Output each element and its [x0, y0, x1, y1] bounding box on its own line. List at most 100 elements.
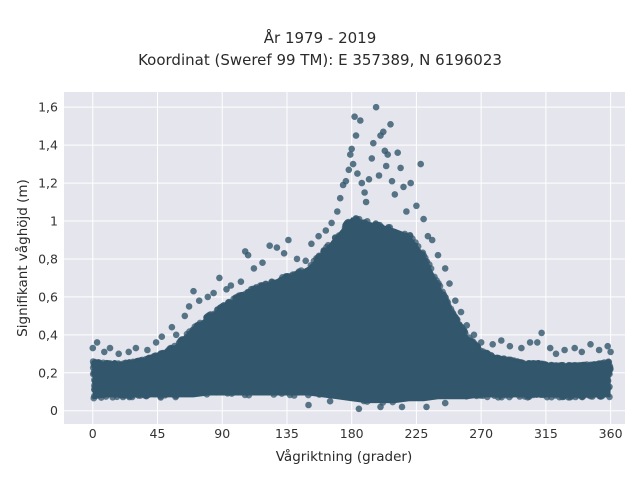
y-tick-label: 0: [50, 403, 58, 418]
y-tick-label: 1: [50, 214, 58, 229]
data-point: [377, 403, 384, 411]
data-point: [394, 149, 402, 156]
data-point: [293, 255, 301, 263]
data-point: [546, 344, 554, 352]
data-point: [587, 341, 594, 348]
data-point: [237, 278, 245, 286]
y-tick-label: 0,8: [38, 251, 58, 266]
y-tick-label: 1,2: [38, 176, 58, 191]
x-tick-label: 180: [340, 426, 364, 441]
data-point: [181, 312, 189, 320]
data-point: [604, 342, 611, 350]
data-point: [357, 117, 364, 124]
data-point: [348, 145, 356, 153]
data-point: [227, 282, 235, 289]
data-point: [498, 337, 505, 344]
data-point: [403, 208, 410, 215]
data-point: [352, 132, 360, 139]
data-point: [398, 403, 406, 411]
data-point: [259, 259, 266, 267]
x-tick-label: 225: [404, 426, 428, 441]
data-point: [101, 348, 108, 356]
data-point: [273, 244, 281, 251]
y-tick-label: 0,2: [38, 365, 58, 380]
data-point: [595, 346, 603, 354]
data-point: [561, 346, 568, 354]
data-point: [384, 151, 392, 158]
data-point: [216, 274, 223, 282]
data-point: [506, 342, 514, 350]
y-tick-label: 1,6: [38, 100, 58, 115]
data-point: [571, 344, 578, 352]
data-point: [423, 403, 430, 411]
data-point: [190, 287, 197, 295]
data-point: [302, 257, 310, 265]
data-point: [441, 399, 449, 407]
data-point: [204, 293, 212, 301]
data-point: [578, 348, 586, 356]
data-point: [158, 333, 166, 341]
data-point: [347, 151, 354, 158]
x-tick-label: 90: [214, 426, 230, 441]
data-point: [322, 227, 330, 234]
data-point: [428, 236, 436, 244]
data-point: [354, 170, 361, 177]
data-point: [308, 240, 315, 248]
data-point: [355, 405, 363, 413]
data-point: [518, 344, 525, 352]
data-point: [387, 121, 394, 128]
y-tick-label: 0,6: [38, 289, 58, 304]
data-point: [526, 339, 534, 346]
data-point: [89, 344, 97, 352]
data-point: [115, 350, 122, 358]
y-axis-ticks: 0 0,2 0,4 0,6 0,8 1 1,2 1,4 1,6: [38, 100, 58, 419]
data-point: [336, 194, 344, 202]
data-point: [552, 350, 560, 358]
data-point: [185, 303, 193, 310]
data-point: [250, 265, 258, 272]
data-point: [477, 339, 485, 346]
data-point: [168, 323, 176, 331]
data-point: [358, 179, 366, 187]
data-point: [361, 189, 368, 196]
data-point: [362, 198, 370, 206]
data-point: [328, 219, 335, 227]
data-point: [375, 172, 383, 179]
data-point: [334, 208, 341, 215]
data-point: [326, 397, 334, 405]
data-point: [280, 250, 288, 257]
y-tick-label: 0,4: [38, 327, 58, 342]
data-point: [407, 179, 415, 187]
data-point: [210, 289, 217, 297]
x-tick-label: 135: [275, 426, 299, 441]
data-point: [106, 344, 114, 352]
dense-point-cloud: [92, 217, 611, 404]
chart-title: År 1979 - 2019: [263, 29, 377, 47]
x-tick-label: 270: [469, 426, 493, 441]
data-point: [349, 160, 357, 168]
data-point: [223, 286, 230, 293]
data-point: [434, 251, 442, 259]
data-point: [391, 191, 399, 198]
data-point: [152, 339, 160, 346]
data-point: [125, 348, 132, 356]
x-tick-label: 0: [89, 426, 97, 441]
data-point: [372, 103, 380, 111]
data-point: [413, 202, 420, 210]
data-point: [382, 162, 390, 170]
x-axis-ticks: 0 45 90 135 180 225 270 315 360: [89, 426, 623, 441]
data-point: [370, 139, 377, 147]
data-point: [534, 339, 541, 346]
data-point: [446, 280, 453, 287]
data-point: [400, 183, 407, 191]
data-point: [538, 329, 545, 337]
data-point: [607, 348, 614, 356]
data-point: [424, 232, 432, 240]
data-point: [365, 176, 373, 183]
data-point: [93, 339, 101, 346]
data-point: [470, 331, 478, 339]
x-tick-label: 45: [150, 426, 166, 441]
y-tick-label: 1,4: [38, 138, 58, 153]
data-point: [463, 322, 471, 329]
data-point: [368, 155, 376, 162]
